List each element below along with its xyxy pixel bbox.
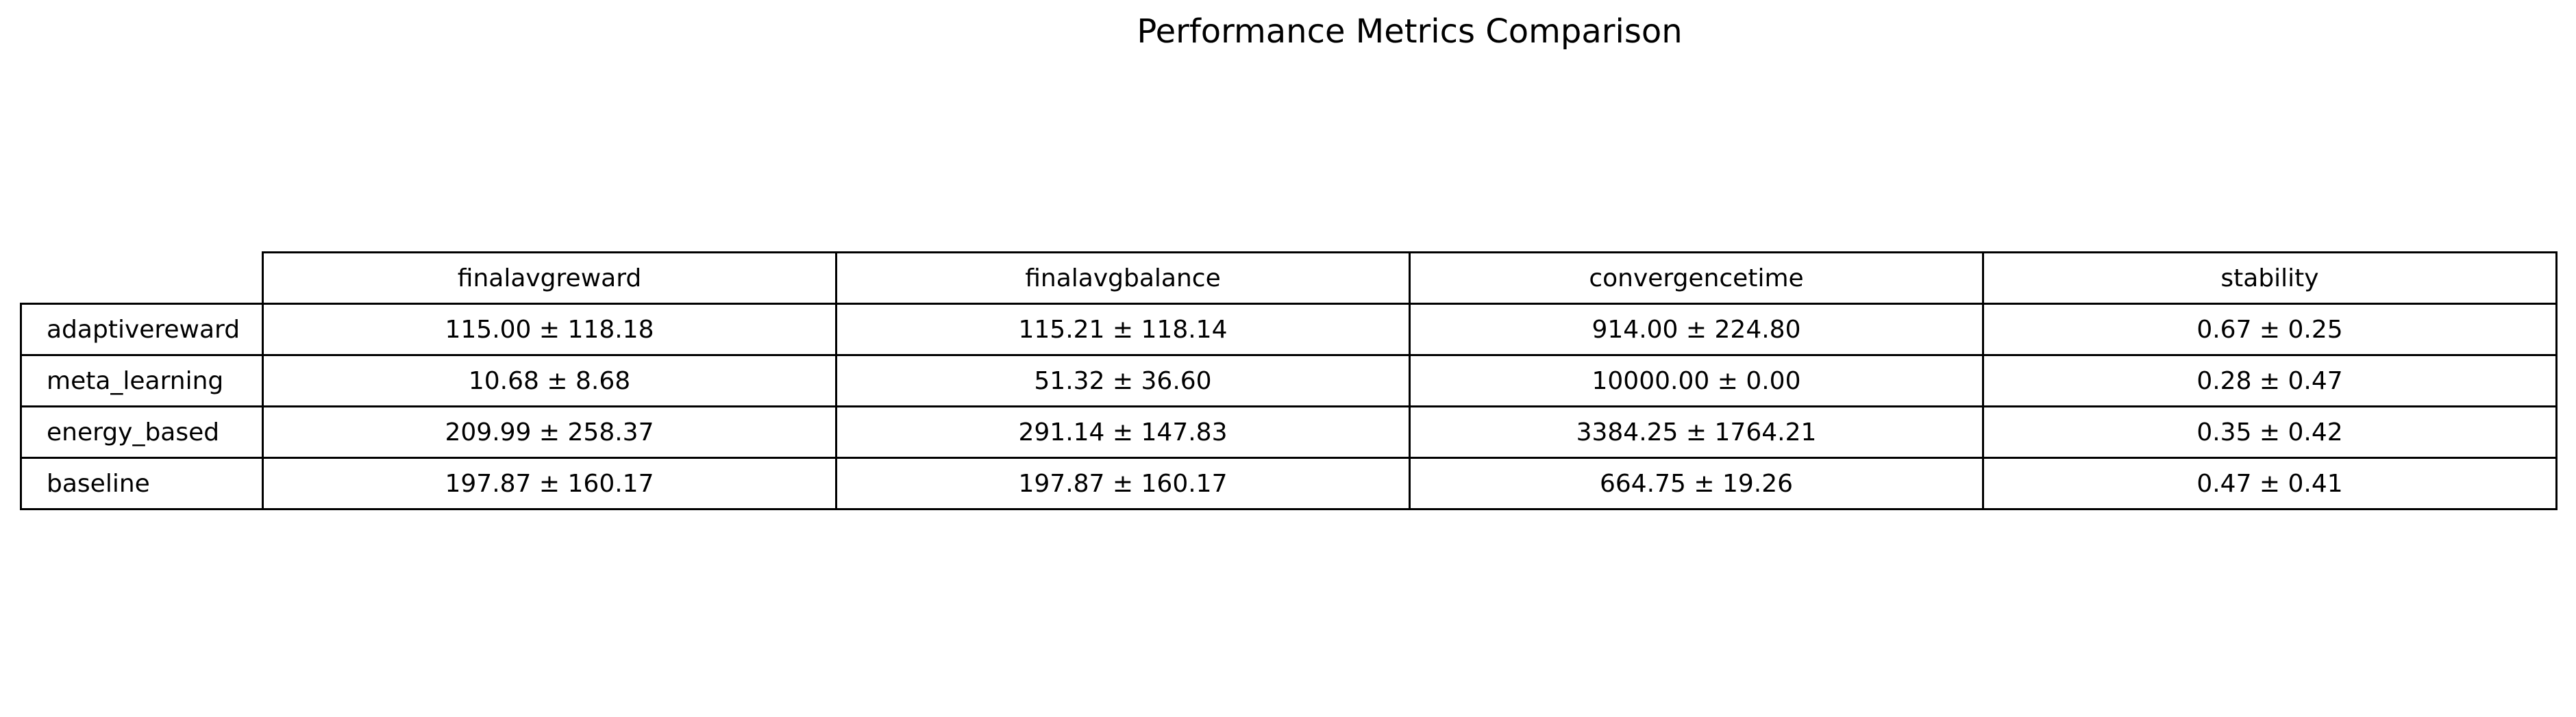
header-row: finalavgreward finalavgbalance convergen…: [21, 251, 2558, 305]
table-cell: 209.99 ± 258.37: [262, 405, 837, 459]
column-header-finalavgbalance: finalavgbalance: [835, 251, 1411, 305]
table-cell: 115.21 ± 118.14: [835, 303, 1411, 356]
row-label: adaptivereward: [20, 303, 264, 356]
table-row-baseline: baseline 197.87 ± 160.17 197.87 ± 160.17…: [20, 457, 2558, 510]
table-cell: 115.00 ± 118.18: [262, 303, 837, 356]
table-cell: 197.87 ± 160.17: [262, 457, 837, 510]
table-cell: 0.35 ± 0.42: [1982, 405, 2558, 459]
table-cell: 197.87 ± 160.17: [835, 457, 1411, 510]
column-header-convergencetime: convergencetime: [1409, 251, 1984, 305]
chart-title: Performance Metrics Comparison: [1137, 12, 1683, 51]
table-cell: 10000.00 ± 0.00: [1409, 354, 1984, 407]
row-label: baseline: [20, 457, 264, 510]
table-cell: 10.68 ± 8.68: [262, 354, 837, 407]
table-cell: 0.28 ± 0.47: [1982, 354, 2558, 407]
column-header-finalavgreward: finalavgreward: [262, 251, 837, 305]
table-cell: 914.00 ± 224.80: [1409, 303, 1984, 356]
column-header-stability: stability: [1982, 251, 2558, 305]
table-cell: 0.47 ± 0.41: [1982, 457, 2558, 510]
table-cell: 3384.25 ± 1764.21: [1409, 405, 1984, 459]
table-cell: 291.14 ± 147.83: [835, 405, 1411, 459]
table-cell: 0.67 ± 0.25: [1982, 303, 2558, 356]
metrics-table: finalavgreward finalavgbalance convergen…: [20, 251, 2558, 510]
table-row-energy-based: energy_based 209.99 ± 258.37 291.14 ± 14…: [20, 405, 2558, 459]
table-row-adaptivereward: adaptivereward 115.00 ± 118.18 115.21 ± …: [20, 303, 2558, 356]
row-label: energy_based: [20, 405, 264, 459]
table-row-meta-learning: meta_learning 10.68 ± 8.68 51.32 ± 36.60…: [20, 354, 2558, 407]
table-cell: 664.75 ± 19.26: [1409, 457, 1984, 510]
corner-cell: [21, 253, 263, 304]
table-cell: 51.32 ± 36.60: [835, 354, 1411, 407]
row-label: meta_learning: [20, 354, 264, 407]
